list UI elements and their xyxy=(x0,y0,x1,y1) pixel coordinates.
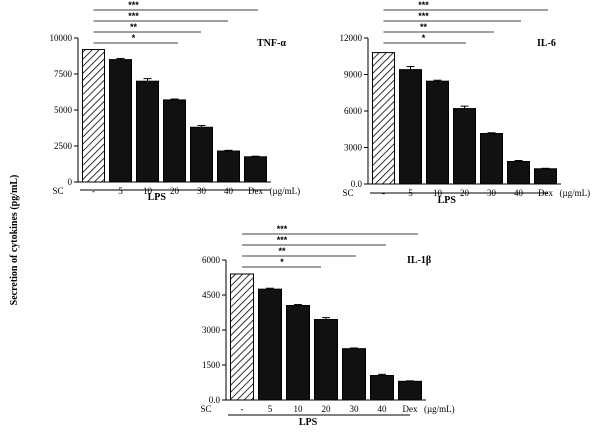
bar-5 xyxy=(399,69,422,185)
y-tick-label: 2500 xyxy=(54,141,73,151)
y-tick-label: 10000 xyxy=(50,33,73,43)
significance-marker: *** xyxy=(418,11,429,21)
x-tick-label: - xyxy=(241,404,244,414)
bar-40 xyxy=(217,150,240,183)
bar-10 xyxy=(286,305,310,401)
lps-label: LPS xyxy=(438,195,457,206)
chart-panel-2: 0.030006000900012000-510203040DexSC(µg/m… xyxy=(340,0,591,206)
y-tick-label: 0 xyxy=(68,177,73,187)
y-tick-label: 3000 xyxy=(202,325,221,335)
bar-40 xyxy=(370,375,394,401)
x-tick-label: 20 xyxy=(322,404,332,414)
x-tick-label: 10 xyxy=(143,186,153,196)
unit-label: (µg/mL) xyxy=(560,188,591,198)
lps-label: LPS xyxy=(299,417,318,428)
significance-marker: * xyxy=(280,257,284,267)
chart-title: IL-1β xyxy=(407,255,431,266)
y-tick-label: 3000 xyxy=(344,143,363,153)
bar-10 xyxy=(136,80,159,183)
significance-marker: *** xyxy=(277,224,288,234)
y-tick-label: 6000 xyxy=(344,106,363,116)
y-tick-label: 9000 xyxy=(344,70,363,80)
unit-label: (µg/mL) xyxy=(270,186,301,196)
x-tick-label: 40 xyxy=(378,404,388,414)
significance-marker: ** xyxy=(278,246,286,256)
significance-marker: *** xyxy=(128,0,139,10)
bar-Dex xyxy=(398,380,422,401)
sc-label: SC xyxy=(200,404,211,414)
chart-title: TNF-α xyxy=(257,38,286,49)
lps-label: LPS xyxy=(148,192,167,203)
significance-marker: *** xyxy=(418,0,429,10)
bar-- xyxy=(230,273,254,401)
bar-20 xyxy=(314,319,338,401)
bar-40 xyxy=(507,160,530,185)
x-tick-label: 30 xyxy=(197,186,207,196)
y-tick-label: 6000 xyxy=(202,255,221,265)
x-tick-label: 30 xyxy=(350,404,360,414)
significance-marker: ** xyxy=(420,22,428,32)
y-axis-label: Secretion of cytokines (pg/mL) xyxy=(9,175,20,306)
bar-30 xyxy=(480,133,503,185)
sc-label: SC xyxy=(52,186,63,196)
significance-marker: *** xyxy=(277,235,288,245)
y-tick-label: 7500 xyxy=(54,69,73,79)
chart-panel-1: 0 2500 5000 7500 10000 - 5 10 20 30 40 Dex SC (µg/mL)… xyxy=(50,0,301,203)
y-tick-label: 12000 xyxy=(340,33,363,43)
bar-30 xyxy=(190,126,213,183)
x-tick-label: 5 xyxy=(268,404,273,414)
x-tick-label: 40 xyxy=(224,186,234,196)
x-tick-label: 20 xyxy=(170,186,180,196)
y-tick-label: 1500 xyxy=(202,360,221,370)
bar-Dex xyxy=(534,168,557,185)
chart-title: IL-6 xyxy=(537,38,556,49)
significance-marker: ** xyxy=(130,22,138,32)
bar-5 xyxy=(258,288,282,401)
x-tick-label: 5 xyxy=(118,186,123,196)
significance-marker: * xyxy=(132,33,136,43)
y-tick-label: 4500 xyxy=(202,290,221,300)
bar-- xyxy=(82,49,105,183)
bar-- xyxy=(372,52,395,185)
bar-5 xyxy=(109,59,132,183)
x-tick-label: Dex xyxy=(248,186,263,196)
bar-30 xyxy=(342,348,366,401)
bar-20 xyxy=(453,108,476,185)
x-tick-label: - xyxy=(92,186,95,196)
x-tick-label: Dex xyxy=(403,404,418,414)
y-tick-label: 0.0 xyxy=(209,395,221,405)
bar-Dex xyxy=(244,156,267,183)
y-tick-label: 0.0 xyxy=(351,179,363,189)
bar-20 xyxy=(163,99,186,183)
x-tick-label: 10 xyxy=(294,404,304,414)
bar-10 xyxy=(426,80,449,185)
significance-marker: *** xyxy=(128,11,139,21)
y-tick-label: 5000 xyxy=(54,105,73,115)
significance-marker: * xyxy=(422,33,426,43)
sc-label: SC xyxy=(342,188,353,198)
chart-panel-3: 0.0 1500 3000 4500 6000 - 5 10 20 30 40 Dex SC (µg/mL… xyxy=(200,224,454,428)
unit-label: (µg/mL) xyxy=(424,404,455,414)
